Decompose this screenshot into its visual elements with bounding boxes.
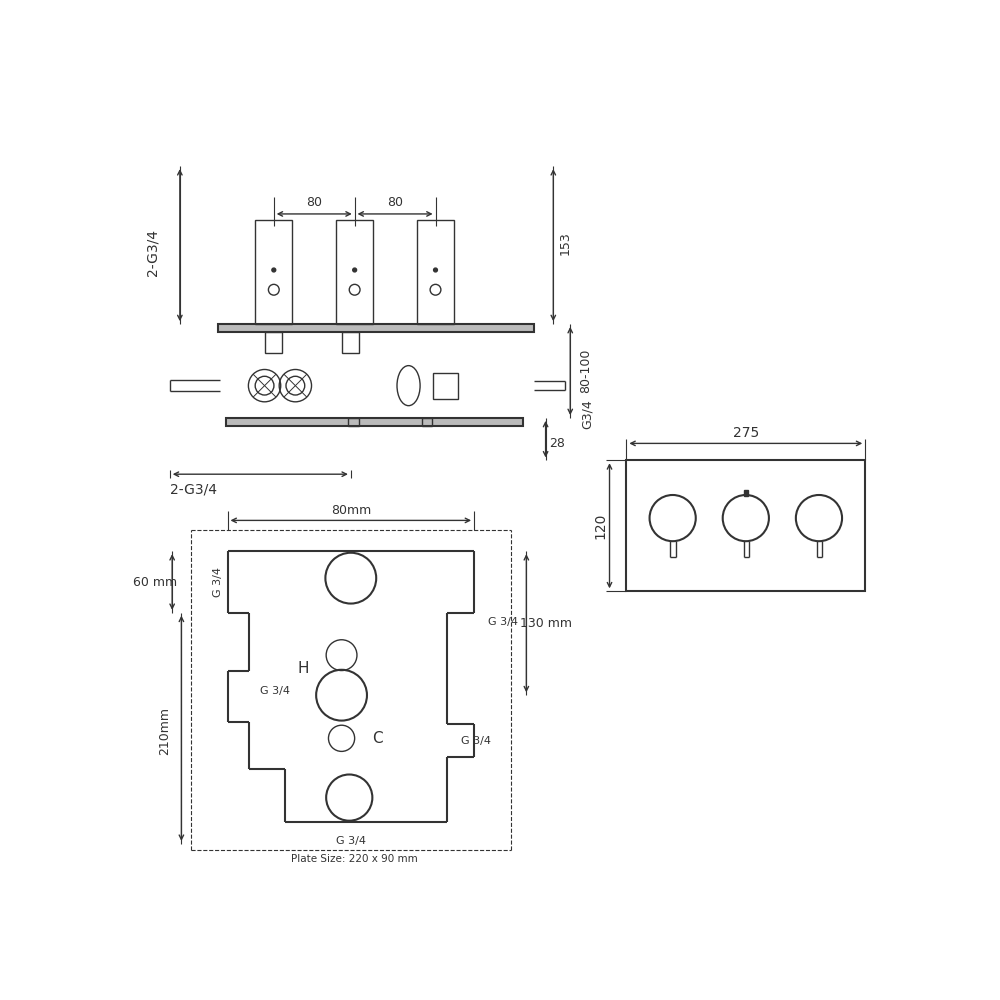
- Circle shape: [434, 268, 437, 272]
- Text: G 3/4: G 3/4: [336, 836, 366, 846]
- Circle shape: [272, 268, 276, 272]
- Bar: [422, 418, 432, 426]
- Bar: [226, 418, 523, 426]
- Text: 2-G3/4: 2-G3/4: [170, 483, 217, 497]
- Bar: [348, 418, 358, 426]
- Bar: [342, 332, 359, 353]
- Bar: [744, 490, 748, 496]
- Text: 2-G3/4: 2-G3/4: [145, 229, 159, 276]
- Text: G 3/4: G 3/4: [260, 686, 290, 696]
- Text: 80: 80: [387, 196, 403, 209]
- Bar: [218, 324, 534, 332]
- Text: G 3/4: G 3/4: [213, 567, 223, 597]
- Text: G 3/4: G 3/4: [488, 617, 518, 627]
- Bar: [417, 220, 454, 324]
- Bar: [433, 373, 458, 399]
- Text: 80: 80: [306, 196, 322, 209]
- Text: G3/4: G3/4: [581, 399, 594, 429]
- Circle shape: [353, 268, 357, 272]
- Text: 80mm: 80mm: [331, 504, 371, 517]
- Text: 28: 28: [549, 437, 565, 450]
- Text: Plate Size: 220 x 90 mm: Plate Size: 220 x 90 mm: [291, 854, 418, 864]
- Text: C: C: [372, 731, 383, 746]
- Text: 130 mm: 130 mm: [520, 617, 572, 630]
- Bar: [336, 220, 373, 324]
- Text: 275: 275: [733, 426, 759, 440]
- Bar: [265, 332, 282, 353]
- Text: 60 mm: 60 mm: [133, 576, 177, 588]
- Text: G 3/4: G 3/4: [461, 736, 491, 746]
- Text: 210mm: 210mm: [158, 707, 171, 755]
- Bar: [626, 460, 865, 591]
- Text: 120: 120: [593, 513, 607, 539]
- Text: 153: 153: [558, 231, 571, 255]
- Bar: [255, 220, 292, 324]
- Text: 80-100: 80-100: [579, 349, 592, 393]
- Text: H: H: [297, 661, 309, 676]
